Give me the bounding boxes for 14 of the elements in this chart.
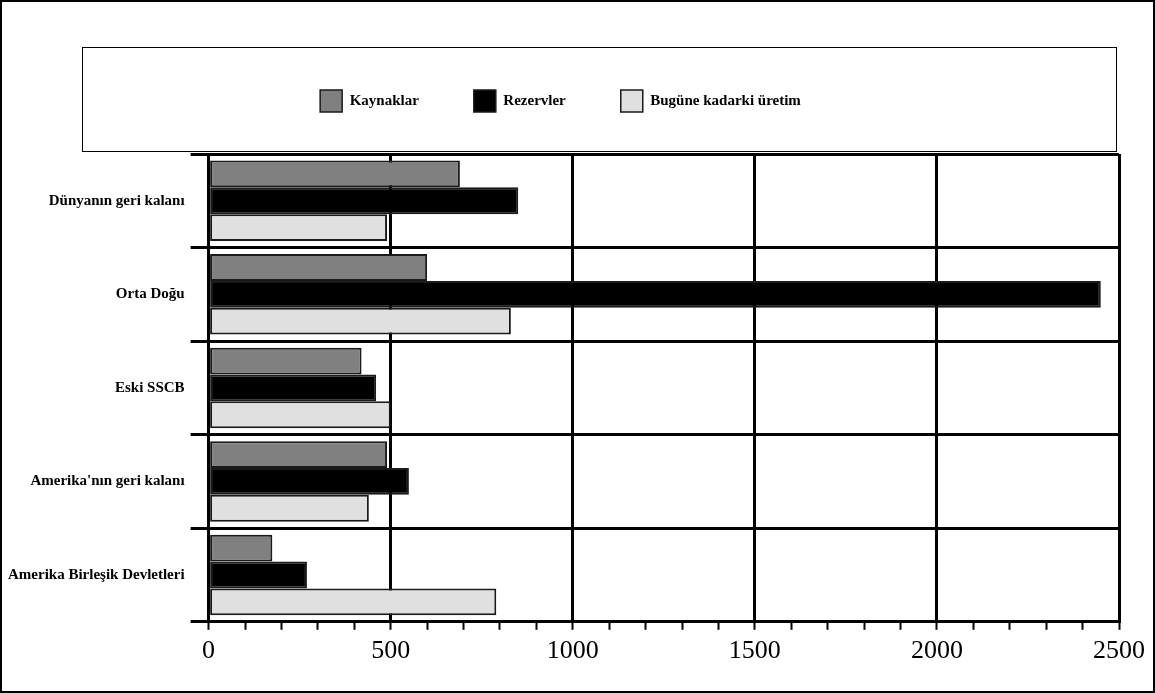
x-tick-label: 0 xyxy=(202,635,216,665)
x-tick-label: 1500 xyxy=(728,635,781,665)
y-tick-label: Amerika'nın geri kalanı xyxy=(30,472,185,489)
y-tick-label: Orta Doğu xyxy=(115,285,185,302)
x-tick-label: 2000 xyxy=(910,635,963,665)
y-tick-label: Eski SSCB xyxy=(114,378,185,395)
legend-label: Rezervler xyxy=(503,91,567,108)
y-tick-label: Dünyanın geri kalanı xyxy=(48,191,185,208)
y-tick-label: Amerika Birleşik Devletleri xyxy=(7,565,185,582)
legend-label: Kaynaklar xyxy=(349,91,420,108)
x-tick-label: 2500 xyxy=(1093,635,1145,665)
x-tick-label: 500 xyxy=(371,635,411,665)
legend-label: Bugüne kadarki üretim xyxy=(650,91,802,108)
x-tick-label: 1000 xyxy=(546,635,599,665)
